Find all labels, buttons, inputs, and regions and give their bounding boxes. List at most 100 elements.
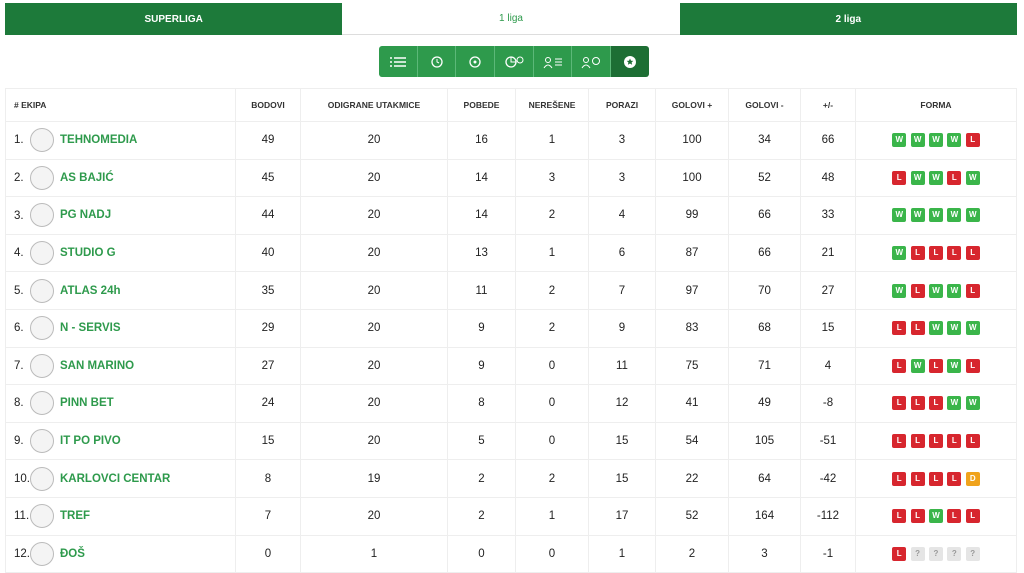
- team-name[interactable]: STUDIO G: [60, 247, 116, 260]
- rank: 10.: [14, 472, 30, 485]
- stat-cell: 44: [235, 196, 301, 235]
- team-name[interactable]: IT PO PIVO: [60, 435, 121, 448]
- team-row: 8. PINN BET 24 20 8 0 12 41 49 -8 L L L W W: [5, 384, 1017, 423]
- players-button[interactable]: [533, 46, 573, 77]
- stat-cell: 2: [515, 308, 589, 348]
- form-badge: L: [892, 471, 907, 486]
- form-badge: L: [892, 396, 907, 411]
- stat-cell: 20: [300, 121, 448, 160]
- stats-button[interactable]: [495, 46, 534, 77]
- team-name[interactable]: AS BAJIĆ: [60, 171, 114, 184]
- stat-cell: 16: [447, 121, 516, 160]
- form-badge: L: [910, 509, 925, 524]
- rank: 5.: [14, 284, 24, 297]
- team-row: 3. PG NADJ 44 20 14 2 4 99 66 33 W W W W W: [5, 196, 1017, 235]
- team-name[interactable]: TREF: [60, 510, 91, 523]
- stat-cell: 20: [300, 196, 448, 235]
- team-logo: [30, 466, 54, 491]
- team-name[interactable]: KARLOVCI CENTAR: [60, 472, 171, 485]
- form-badge: L: [892, 170, 907, 185]
- form-badge: L: [910, 434, 925, 449]
- form-badge: W: [947, 208, 962, 223]
- favorites-button[interactable]: [611, 46, 649, 77]
- rank: 7.: [14, 359, 24, 372]
- form-badge: W: [947, 133, 962, 148]
- stat-cell: 41: [655, 384, 729, 423]
- team-row: 7. SAN MARINO 27 20 9 0 11 75 71 4 L W L W L: [5, 346, 1017, 386]
- icon: [581, 56, 601, 68]
- stat-cell: 54: [655, 421, 729, 461]
- stat-cell: 71: [728, 346, 801, 386]
- league-tab[interactable]: 1 liga: [342, 3, 680, 35]
- team-logo: [30, 241, 54, 266]
- stat-cell: -51: [800, 421, 856, 461]
- form-badge: L: [947, 509, 962, 524]
- form-badge: W: [929, 321, 943, 336]
- stat-cell: 1: [515, 496, 589, 536]
- form-badge: L: [947, 246, 962, 261]
- stat-cell: 2: [447, 496, 516, 536]
- form-badge: W: [910, 133, 925, 148]
- stat-cell: 27: [800, 271, 856, 310]
- team-logo: [30, 429, 54, 454]
- history-button[interactable]: [417, 46, 457, 77]
- form-badge: W: [965, 396, 980, 411]
- form-badge: W: [965, 321, 980, 336]
- stat-cell: 33: [800, 196, 856, 235]
- form-badge: L: [910, 321, 925, 336]
- team-name[interactable]: TEHNOMEDIA: [60, 134, 138, 147]
- page: SUPERLIGA 1 liga 2 liga # EKIPA BODOVI ODIGR…: [5, 3, 1017, 573]
- team-logo: [30, 128, 54, 153]
- team-name[interactable]: N - SERVIS: [60, 322, 121, 335]
- team-logo: [30, 203, 54, 228]
- stat-cell: 20: [300, 421, 448, 461]
- form-badge: L: [947, 170, 962, 185]
- form-badge: W: [910, 358, 925, 373]
- team-name[interactable]: PINN BET: [60, 397, 114, 410]
- list-view-button[interactable]: [379, 46, 418, 77]
- team-logo: [30, 278, 54, 303]
- team-name[interactable]: ATLAS 24h: [60, 284, 121, 297]
- team-cell: 5. ATLAS 24h: [5, 271, 236, 310]
- team-row: 9. IT PO PIVO 15 20 5 0 15 54 105 -51 L L L L L: [5, 421, 1017, 461]
- column-header: GOLOVI +: [655, 88, 729, 122]
- team-name[interactable]: SAN MARINO: [60, 359, 135, 372]
- stat-cell: 11: [588, 346, 656, 386]
- team-cell: 11. TREF: [5, 496, 236, 536]
- column-header: POBEDE: [447, 88, 516, 122]
- scorers-button[interactable]: [572, 46, 612, 77]
- stat-cell: 35: [235, 271, 301, 310]
- team-name[interactable]: PG NADJ: [60, 209, 112, 222]
- stat-cell: 99: [655, 196, 729, 235]
- stat-cell: 3: [515, 158, 589, 198]
- stat-cell: 4: [800, 346, 856, 386]
- form-badge: L: [892, 434, 907, 449]
- rank: 1.: [14, 134, 24, 147]
- stat-cell: 2: [515, 271, 589, 310]
- team-logo: [30, 504, 54, 529]
- stat-cell: 87: [655, 233, 729, 273]
- rank: 11.: [14, 510, 30, 523]
- column-header: BODOVI: [235, 88, 301, 122]
- stat-cell: -112: [800, 496, 856, 536]
- stat-cell: 66: [728, 196, 801, 235]
- icon: [430, 55, 443, 68]
- matches-button[interactable]: [456, 46, 496, 77]
- team-logo: [30, 391, 54, 416]
- league-tab[interactable]: 2 liga: [679, 3, 1017, 35]
- form-badge: L: [965, 434, 980, 449]
- stat-cell: 11: [447, 271, 516, 310]
- stat-cell: 1: [515, 121, 589, 160]
- form-badge: L: [929, 246, 943, 261]
- form-badge: W: [947, 358, 962, 373]
- form-badge: W: [892, 283, 907, 298]
- form-badge: L: [965, 358, 980, 373]
- league-tab[interactable]: SUPERLIGA: [5, 3, 343, 35]
- form-badge: L: [929, 358, 943, 373]
- header-row: # EKIPA BODOVI ODIGRANE UTAKMICE POBEDE NERE…: [5, 88, 1017, 122]
- stat-cell: -8: [800, 384, 856, 423]
- form-badge: W: [892, 246, 907, 261]
